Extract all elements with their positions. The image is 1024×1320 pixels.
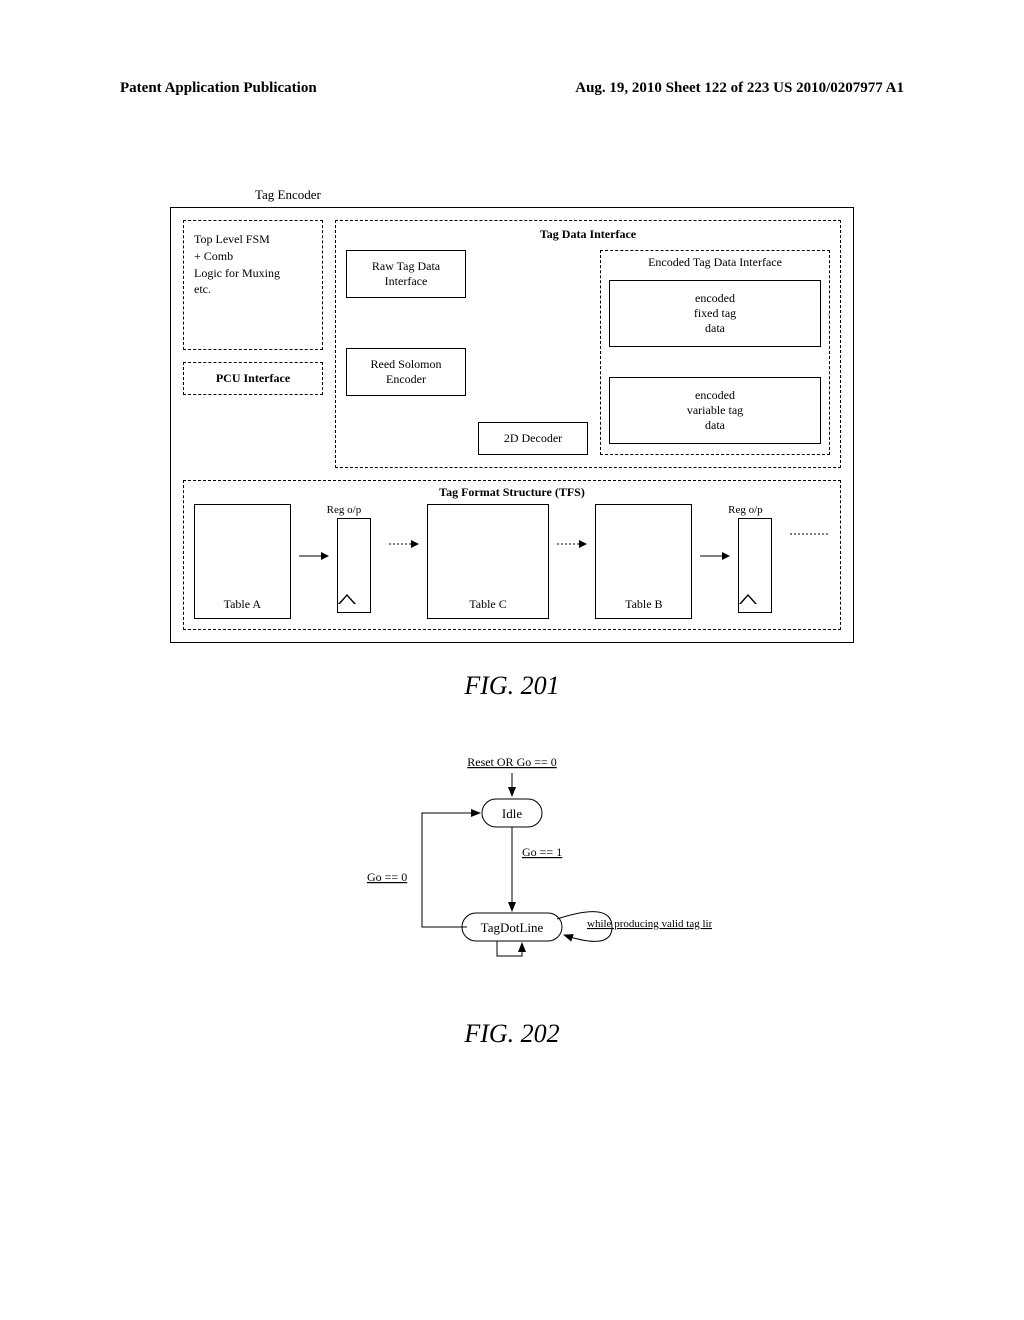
encoded-fixed-tag-box: encoded fixed tag data [609,280,821,347]
arrow-right-icon [700,504,730,619]
tag-encoder-box: Top Level FSM + Comb Logic for Muxing et… [170,207,854,643]
figure-201: Tag Encoder Top Level FSM + Comb Logic f… [40,187,984,701]
register-box [738,518,772,613]
tfs-title: Tag Format Structure (TFS) [194,485,830,500]
arrow-right-icon [557,504,587,619]
header-left: Patent Application Publication [120,80,317,97]
tdi-title: Tag Data Interface [346,227,830,242]
encoded-tag-data-interface-box: Encoded Tag Data Interface encoded fixed… [600,250,830,455]
etdi-title: Encoded Tag Data Interface [609,255,821,270]
figure-202: Reset OR Go == 0 Idle Go == 1 TagDotLine… [40,751,984,991]
while-label: while producing valid tag lines [587,918,712,930]
fig-201-caption: FIG. 201 [170,671,854,701]
reed-solomon-box: Reed Solomon Encoder [346,348,466,396]
connector-line [790,504,830,619]
register-box [337,518,371,613]
tagdotline-state: TagDotLine [481,920,544,935]
pcu-label: PCU Interface [216,371,290,385]
table-b-box: Table B [595,504,692,619]
table-a-box: Table A [194,504,291,619]
reset-label: Reset OR Go == 0 [467,755,557,769]
go0-label: Go == 0 [367,870,407,884]
fsm-box: Top Level FSM + Comb Logic for Muxing et… [183,220,323,350]
header-right: Aug. 19, 2010 Sheet 122 of 223 US 2010/0… [575,80,904,97]
raw-tag-data-box: Raw Tag Data Interface [346,250,466,298]
clock-triangle-icon [338,594,356,604]
fig-202-caption: FIG. 202 [40,1019,984,1049]
go1-label: Go == 1 [522,845,562,859]
reg-group-2: Reg o/p [738,504,782,613]
pcu-interface-box: PCU Interface [183,362,323,395]
state-diagram: Reset OR Go == 0 Idle Go == 1 TagDotLine… [312,751,712,991]
tag-encoder-title: Tag Encoder [255,187,854,203]
arrow-right-icon [299,504,329,619]
encoded-var-tag-box: encoded variable tag data [609,377,821,444]
arrow-left-icon [820,314,838,315]
2d-decoder-box: 2D Decoder [478,422,588,455]
table-c-box: Table C [427,504,550,619]
tag-data-interface-box: Tag Data Interface Raw Tag Data Interfac… [335,220,841,468]
page-header: Patent Application Publication Aug. 19, … [40,80,984,97]
fsm-text: Top Level FSM + Comb Logic for Muxing et… [194,232,280,296]
tfs-box: Tag Format Structure (TFS) Table A Reg o… [183,480,841,630]
clock-triangle-icon [739,594,757,604]
arrow-right-icon [389,504,419,619]
reg-group-1: Reg o/p [337,504,381,613]
idle-state: Idle [502,806,522,821]
